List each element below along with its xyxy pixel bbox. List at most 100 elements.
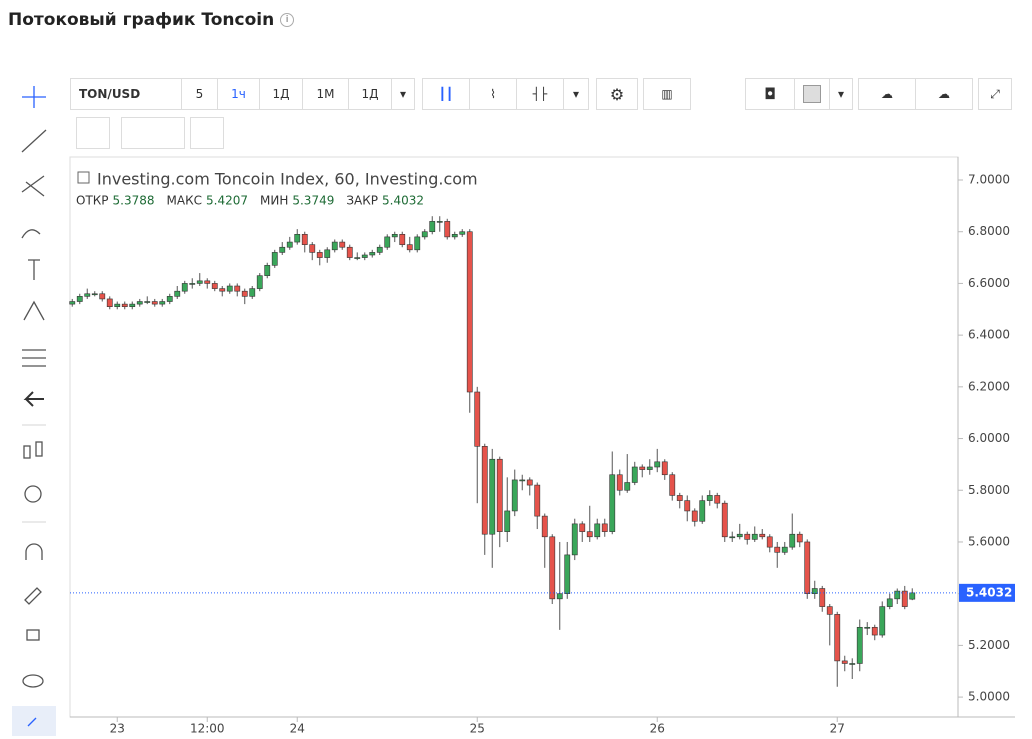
dropdown[interactable]: ▾ xyxy=(829,78,853,110)
interval-button[interactable]: 1Д xyxy=(348,78,392,110)
candle-body xyxy=(271,252,278,266)
candle-body xyxy=(466,231,473,393)
candle-body xyxy=(901,590,908,607)
candle-body xyxy=(811,588,818,594)
candle-body xyxy=(699,500,706,522)
candle-body xyxy=(99,293,106,300)
candle-body xyxy=(579,523,586,532)
candle-body xyxy=(856,626,863,664)
y-tick-label: 5.6000 xyxy=(968,534,1010,548)
y-tick-label: 5.0000 xyxy=(968,690,1010,704)
ohlc-value: 5.3788 xyxy=(113,194,155,208)
candle-body xyxy=(834,614,841,662)
candle-body xyxy=(204,280,211,284)
candle-body xyxy=(219,288,226,292)
candle-body xyxy=(684,500,691,512)
fullscreen-button[interactable]: ⤢ xyxy=(978,78,1012,110)
candle-body xyxy=(316,252,323,258)
dropdown[interactable]: ▾ xyxy=(391,78,415,110)
line-type-button[interactable]: ⌇ xyxy=(469,78,517,110)
ohlc-value: 5.4032 xyxy=(382,194,424,208)
candle-body xyxy=(211,283,218,289)
candle-body xyxy=(196,280,203,284)
settings-button[interactable]: ⚙ xyxy=(596,78,638,110)
candle-body xyxy=(174,290,181,297)
candle-body xyxy=(129,303,136,307)
candle-body xyxy=(849,663,856,665)
ohlc-label: ЗАКР xyxy=(346,194,378,208)
candle-body xyxy=(736,533,743,538)
candle-body xyxy=(249,288,256,297)
undo-redo[interactable] xyxy=(121,117,185,149)
left-toolbar xyxy=(12,86,56,736)
candle-body xyxy=(549,536,556,600)
series-title: Investing.com Toncoin Index, 60, Investi… xyxy=(97,170,478,189)
snapshot-button[interactable]: ◘ xyxy=(745,78,795,110)
interval-button[interactable]: 5 xyxy=(181,78,218,110)
candle-body xyxy=(324,249,331,258)
candle-body xyxy=(556,593,563,600)
alert-button[interactable] xyxy=(190,117,224,149)
load-button[interactable]: ☁ xyxy=(858,78,916,110)
candle-body xyxy=(879,606,886,636)
candle-body xyxy=(106,298,113,307)
y-tick-label: 6.0000 xyxy=(968,431,1010,445)
candle-body xyxy=(369,252,376,256)
candle-body xyxy=(166,296,173,302)
candle-body xyxy=(114,303,121,307)
candle-body xyxy=(774,546,781,553)
indicators-button[interactable]: ▥ xyxy=(643,78,691,110)
candle-body xyxy=(886,598,893,607)
candle-body xyxy=(586,531,593,538)
x-tick-label: 25 xyxy=(470,722,485,736)
candle-body xyxy=(429,221,436,233)
interval-button[interactable]: 1М xyxy=(302,78,349,110)
candle-body xyxy=(601,523,608,532)
candle-body xyxy=(346,246,353,258)
collapse-icon[interactable] xyxy=(77,171,90,184)
candle-body xyxy=(594,523,601,538)
scale-button[interactable] xyxy=(76,117,110,149)
candle-body xyxy=(384,236,391,248)
candle-body xyxy=(766,536,773,548)
candle-body xyxy=(481,446,488,535)
last-price-label: 5.4032 xyxy=(966,585,1012,599)
candle-body xyxy=(669,474,676,496)
y-tick-label: 6.2000 xyxy=(968,379,1010,393)
save-button[interactable]: ☁ xyxy=(915,78,973,110)
candle-body xyxy=(534,484,541,517)
candle-body xyxy=(391,234,398,238)
candle-body xyxy=(819,588,826,607)
color-button[interactable] xyxy=(794,78,830,110)
x-tick-label: 26 xyxy=(650,722,665,736)
interval-button[interactable]: 1Д xyxy=(259,78,303,110)
candle-body xyxy=(136,301,143,305)
symbol-box[interactable]: TON/USD xyxy=(70,78,182,110)
candle-body xyxy=(796,533,803,543)
x-tick-label: 27 xyxy=(830,722,845,736)
candle-body xyxy=(256,275,263,289)
candle-body xyxy=(751,533,758,540)
candle-body xyxy=(189,283,196,285)
candle-body xyxy=(421,231,428,238)
candle-body xyxy=(781,546,788,553)
candle-body xyxy=(691,510,698,522)
y-tick-label: 6.6000 xyxy=(968,276,1010,290)
candle-body xyxy=(564,554,571,594)
page-title: Потоковый график Toncoin i xyxy=(8,10,295,30)
dropdown[interactable]: ▾ xyxy=(563,78,589,110)
candle-body xyxy=(654,461,661,468)
candle-body xyxy=(279,246,286,253)
info-icon[interactable]: i xyxy=(280,13,295,27)
candle-body xyxy=(376,246,383,253)
candle-body xyxy=(121,303,128,307)
candle-body xyxy=(744,533,751,540)
candle-body xyxy=(406,244,413,251)
candle-type-button[interactable]: ┃┃ xyxy=(422,78,470,110)
bar-type-button[interactable]: ┤├ xyxy=(516,78,564,110)
interval-button[interactable]: 1ч xyxy=(217,78,260,110)
candle-body xyxy=(451,234,458,238)
candle-body xyxy=(144,301,151,303)
candle-body xyxy=(804,541,811,594)
